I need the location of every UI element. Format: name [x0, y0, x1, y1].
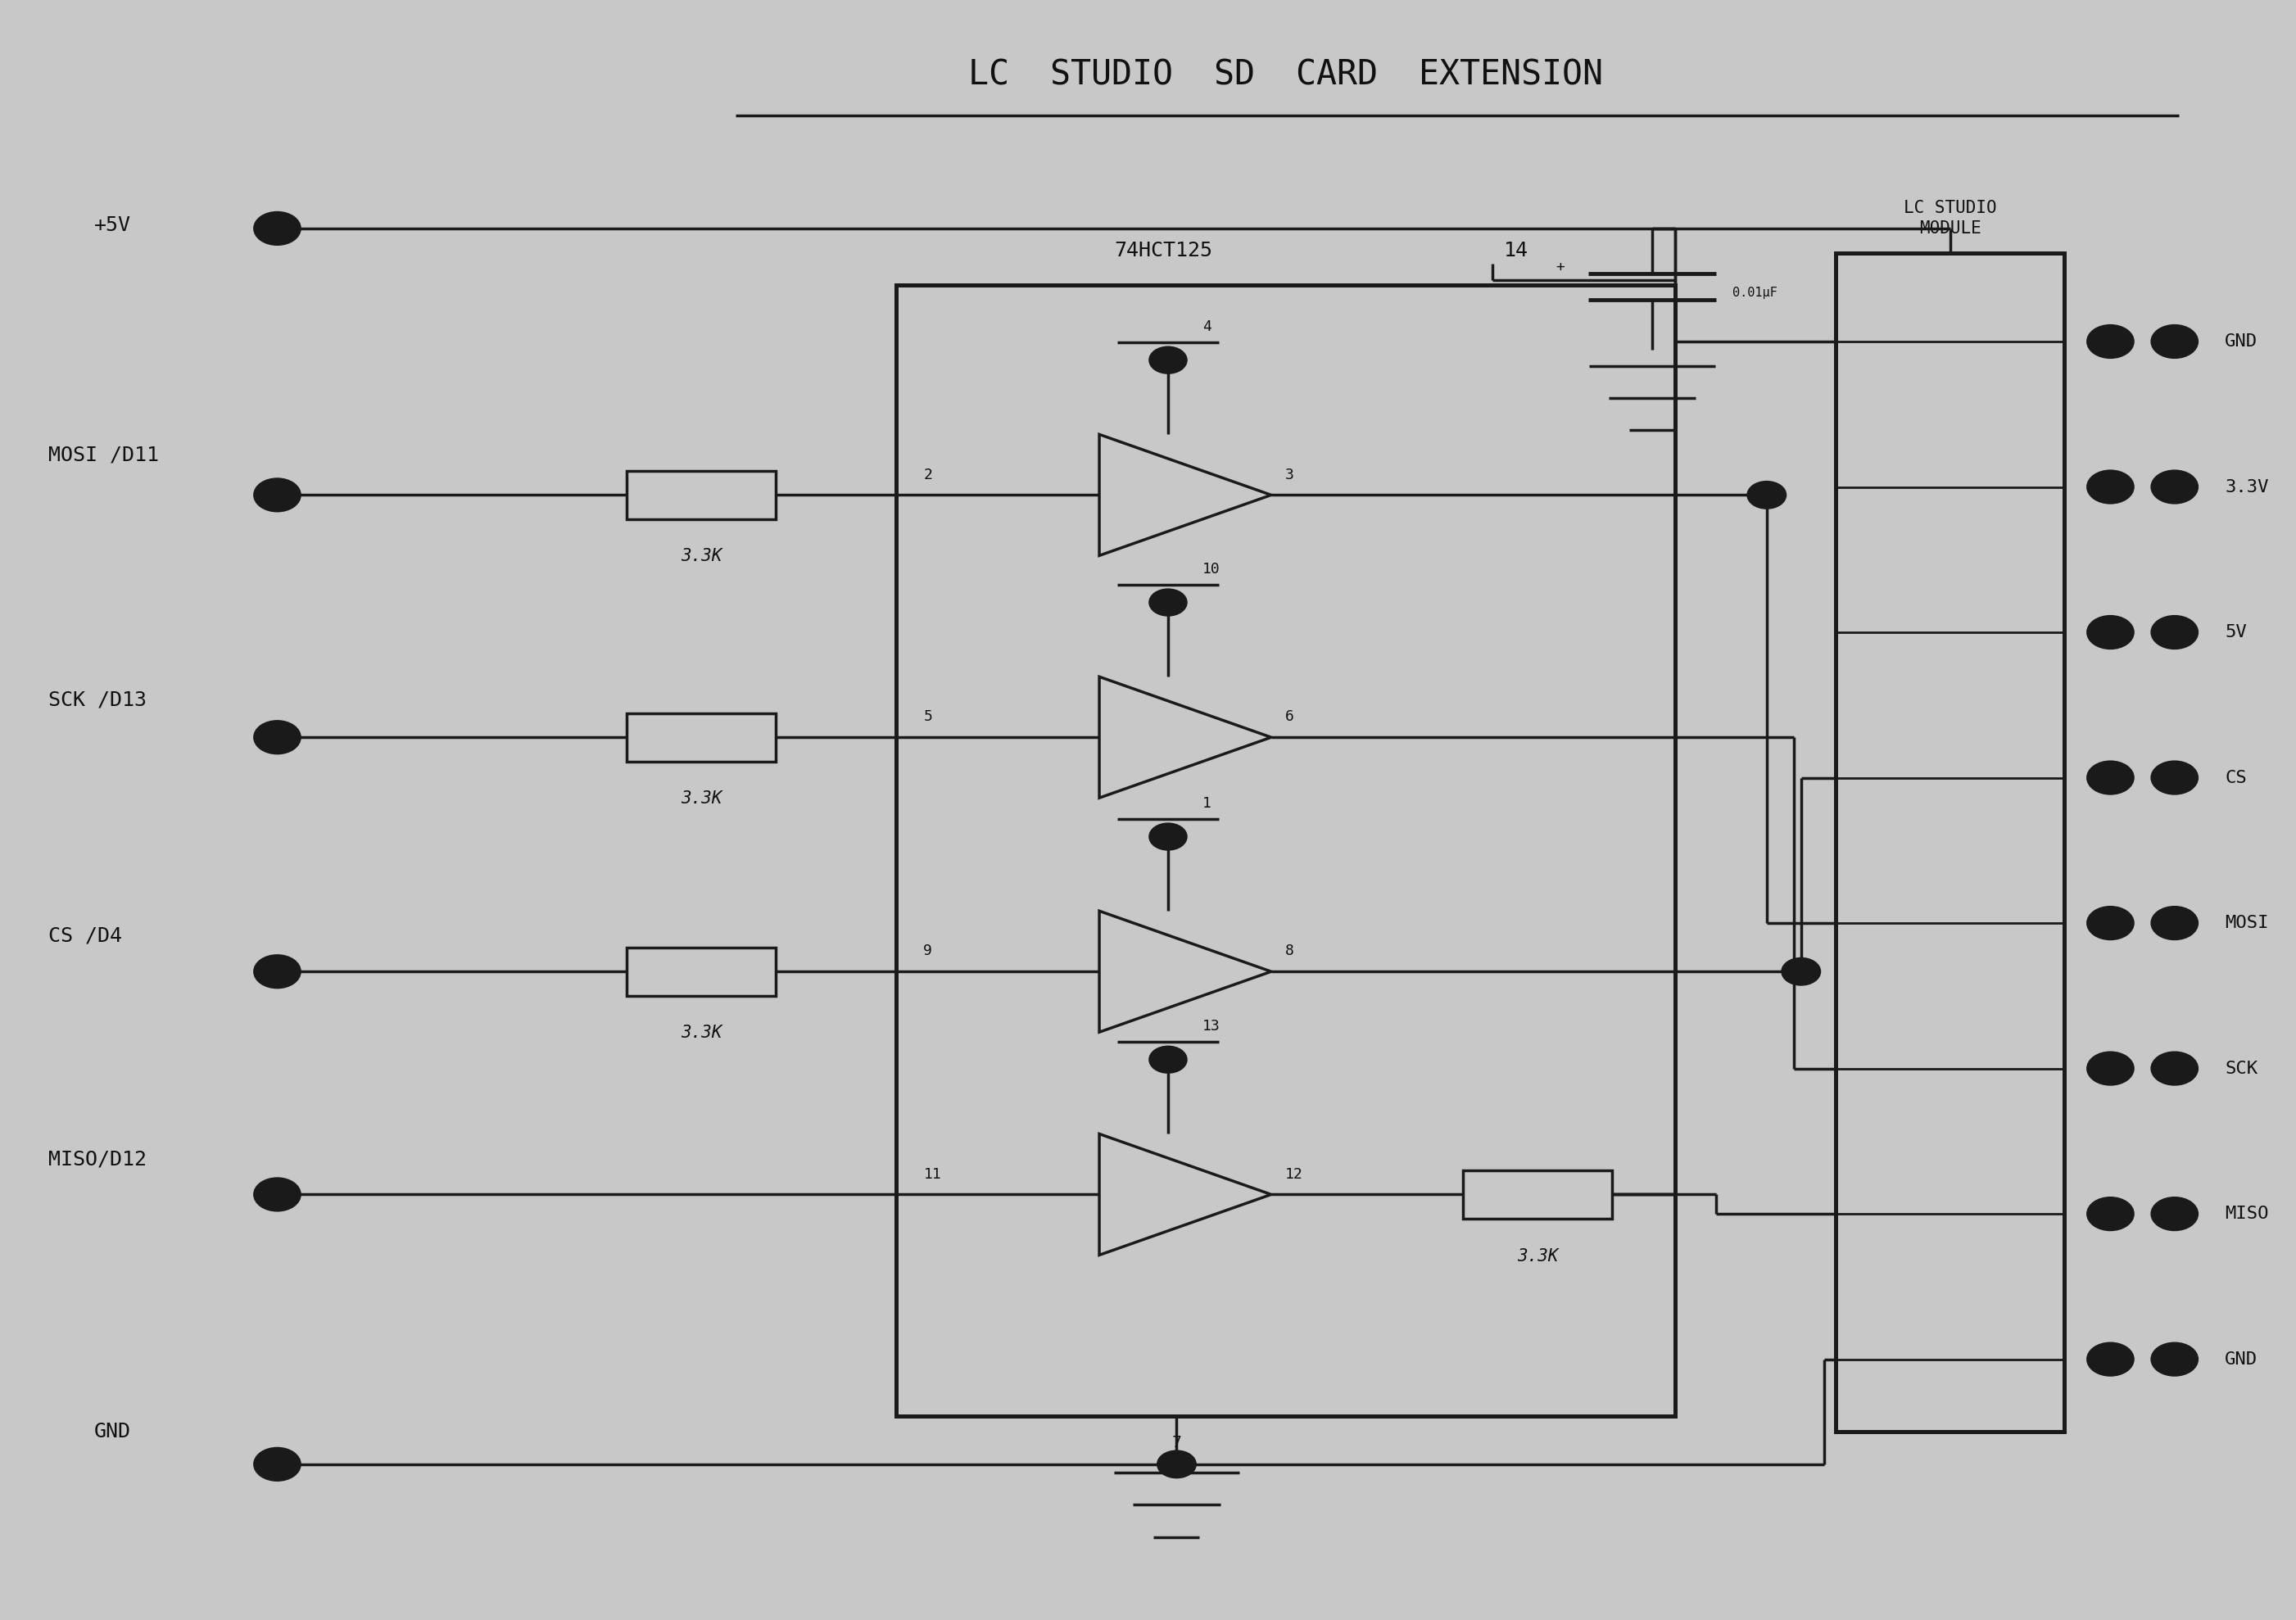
- Text: SCK: SCK: [2225, 1059, 2257, 1077]
- Text: 9: 9: [923, 944, 932, 959]
- Circle shape: [2151, 616, 2197, 648]
- Text: MOSI /D11: MOSI /D11: [48, 446, 158, 465]
- Polygon shape: [1100, 677, 1272, 799]
- Polygon shape: [1100, 910, 1272, 1032]
- Bar: [1835, 253, 2064, 1432]
- Text: 12: 12: [1286, 1166, 1302, 1181]
- Text: 11: 11: [923, 1166, 941, 1181]
- Circle shape: [2087, 761, 2133, 794]
- Text: CS /D4: CS /D4: [48, 927, 122, 946]
- Circle shape: [255, 1178, 301, 1210]
- Text: 14: 14: [1504, 241, 1529, 261]
- Circle shape: [255, 1448, 301, 1481]
- Circle shape: [255, 956, 301, 988]
- Circle shape: [1150, 823, 1187, 849]
- Text: LC  STUDIO  SD  CARD  EXTENSION: LC STUDIO SD CARD EXTENSION: [969, 58, 1603, 92]
- Circle shape: [255, 721, 301, 753]
- Text: 13: 13: [1203, 1019, 1219, 1034]
- Text: 2: 2: [923, 467, 932, 483]
- Text: 0.01μF: 0.01μF: [1731, 287, 1777, 300]
- Bar: [895, 285, 1676, 1416]
- Circle shape: [2087, 616, 2133, 648]
- Text: GND: GND: [2225, 1351, 2257, 1367]
- Text: MISO: MISO: [2225, 1205, 2268, 1221]
- Text: 3.3K: 3.3K: [680, 791, 721, 807]
- Circle shape: [2151, 907, 2197, 940]
- Circle shape: [2087, 471, 2133, 504]
- Text: LC STUDIO
MODULE: LC STUDIO MODULE: [1903, 199, 1998, 237]
- Bar: [1463, 1170, 1612, 1218]
- Bar: [627, 471, 776, 520]
- Text: SCK /D13: SCK /D13: [48, 690, 147, 710]
- Circle shape: [1782, 957, 1821, 985]
- Circle shape: [1157, 1450, 1196, 1477]
- Text: 3.3K: 3.3K: [680, 1025, 721, 1042]
- Circle shape: [2151, 1343, 2197, 1375]
- Text: 5: 5: [923, 710, 932, 724]
- Text: 3: 3: [1286, 467, 1295, 483]
- Circle shape: [2087, 326, 2133, 358]
- Circle shape: [2151, 471, 2197, 504]
- Circle shape: [2151, 1053, 2197, 1085]
- Text: 5V: 5V: [2225, 624, 2248, 640]
- Text: +5V: +5V: [94, 215, 131, 235]
- Text: 3.3V: 3.3V: [2225, 480, 2268, 496]
- Circle shape: [2087, 1343, 2133, 1375]
- Text: MISO/D12: MISO/D12: [48, 1149, 147, 1168]
- Circle shape: [2151, 326, 2197, 358]
- Text: 3.3K: 3.3K: [1518, 1247, 1559, 1264]
- Circle shape: [2087, 907, 2133, 940]
- Circle shape: [1150, 347, 1187, 373]
- Text: 74HCT125: 74HCT125: [1114, 241, 1212, 261]
- Polygon shape: [1100, 434, 1272, 556]
- Text: 1: 1: [1203, 795, 1212, 810]
- Bar: [627, 713, 776, 761]
- Bar: [895, 285, 1676, 1416]
- Text: 10: 10: [1203, 562, 1219, 577]
- Circle shape: [255, 480, 301, 512]
- Text: 7: 7: [1171, 1435, 1182, 1452]
- Text: 3.3K: 3.3K: [680, 548, 721, 565]
- Bar: [1835, 253, 2064, 1432]
- Text: GND: GND: [2225, 334, 2257, 350]
- Circle shape: [2151, 761, 2197, 794]
- Text: +: +: [1557, 259, 1566, 274]
- Circle shape: [2087, 1197, 2133, 1230]
- Text: 8: 8: [1286, 944, 1295, 959]
- Bar: [627, 948, 776, 996]
- Polygon shape: [1100, 1134, 1272, 1256]
- Text: CS: CS: [2225, 770, 2248, 786]
- Text: 4: 4: [1203, 319, 1212, 334]
- Circle shape: [255, 212, 301, 245]
- Text: GND: GND: [94, 1422, 131, 1442]
- Text: 6: 6: [1286, 710, 1295, 724]
- Text: MOSI: MOSI: [2225, 915, 2268, 932]
- Circle shape: [2087, 1053, 2133, 1085]
- Circle shape: [1747, 481, 1786, 509]
- Circle shape: [1150, 590, 1187, 616]
- Circle shape: [2151, 1197, 2197, 1230]
- Circle shape: [1150, 1047, 1187, 1072]
